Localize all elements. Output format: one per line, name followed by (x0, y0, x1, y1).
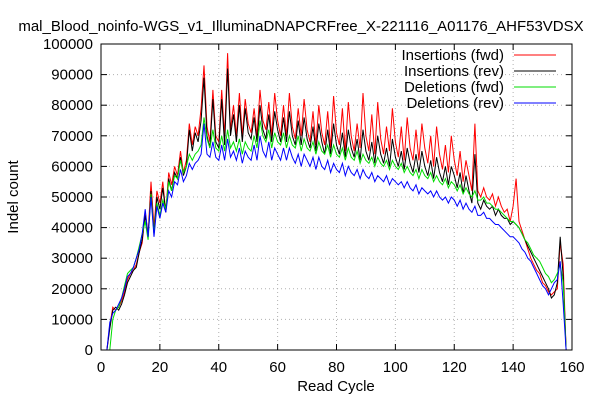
y-tick-label: 100000 (43, 36, 93, 53)
chart-title: mal_Blood_noinfo-WGS_v1_IlluminaDNAPCRFr… (18, 18, 583, 35)
series-line-3 (109, 117, 567, 351)
series-line-4 (106, 123, 567, 351)
y-tick-label: 70000 (51, 128, 93, 145)
y-tick-label: 30000 (51, 250, 93, 267)
y-tick-label: 60000 (51, 158, 93, 175)
x-tick-label: 80 (328, 359, 345, 376)
legend-label: Insertions (fwd) (401, 47, 504, 64)
legend-label: Deletions (rev) (406, 95, 504, 112)
x-tick-label: 100 (383, 359, 408, 376)
series-lines (106, 53, 567, 351)
legend-label: Insertions (rev) (404, 63, 504, 80)
y-tick-label: 90000 (51, 67, 93, 84)
x-tick-label: 20 (152, 359, 169, 376)
legend-label: Deletions (fwd) (404, 79, 504, 96)
series-line-2 (106, 68, 567, 351)
x-tick-label: 40 (210, 359, 227, 376)
y-tick-label: 10000 (51, 311, 93, 328)
grid (101, 44, 572, 350)
y-tick-label: 50000 (51, 189, 93, 206)
y-axis-title: Indel count (5, 159, 22, 233)
y-tick-label: 0 (85, 342, 93, 359)
legend: Insertions (fwd)Insertions (rev)Deletion… (401, 47, 556, 112)
y-tick-label: 40000 (51, 220, 93, 237)
axis-ticks: 0 10000 20000 30000 40000 50000 60000 70000 8000… (43, 36, 585, 376)
x-tick-label: 0 (97, 359, 105, 376)
y-tick-label: 20000 (51, 281, 93, 298)
x-tick-label: 120 (442, 359, 467, 376)
x-tick-label: 60 (269, 359, 286, 376)
x-axis-title: Read Cycle (297, 378, 375, 395)
x-tick-label: 140 (501, 359, 526, 376)
x-tick-label: 160 (559, 359, 584, 376)
y-tick-label: 80000 (51, 97, 93, 114)
